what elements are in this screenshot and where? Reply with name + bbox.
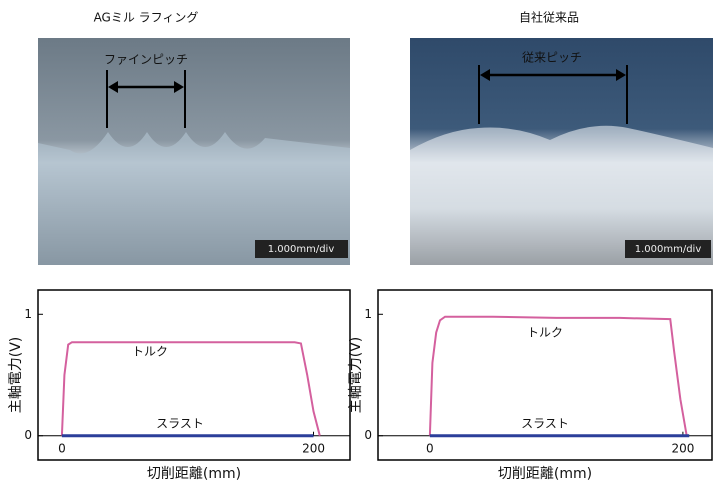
x-tick-label: 200	[671, 442, 694, 456]
scale-label: 1.000mm/div	[635, 244, 702, 255]
photo-title: AGミル ラフィング	[94, 11, 199, 25]
figure: AGミル ラフィング ファインピッチ 1.000mm/div 自社従来品 従来ピ…	[0, 0, 713, 484]
y-tick-label: 1	[24, 307, 32, 321]
y-axis-label: 主軸電力(V)	[348, 337, 364, 414]
scale-label: 1.000mm/div	[268, 244, 335, 255]
photo: AGミル ラフィング ファインピッチ 1.000mm/div	[38, 11, 350, 266]
photo-title: 自社従来品	[519, 10, 579, 25]
pitch-label: 従来ピッチ	[522, 51, 582, 65]
x-tick-label: 0	[58, 442, 66, 456]
series-label: トルク	[527, 326, 563, 340]
x-axis-label: 切削距離(mm)	[498, 465, 592, 482]
series-label: トルク	[132, 345, 168, 359]
x-axis-label: 切削距離(mm)	[147, 465, 241, 482]
y-tick-label: 0	[364, 428, 372, 442]
y-tick-label: 1	[364, 307, 372, 321]
x-tick-label: 200	[302, 442, 325, 456]
y-tick-label: 0	[24, 428, 32, 442]
x-tick-label: 0	[426, 442, 434, 456]
pitch-label: ファインピッチ	[104, 53, 188, 67]
y-axis-label: 主軸電力(V)	[8, 337, 24, 414]
photo: 自社従来品 従来ピッチ 1.000mm/div	[410, 10, 713, 266]
series-label: スラスト	[156, 417, 204, 431]
series-label: スラスト	[521, 417, 569, 431]
